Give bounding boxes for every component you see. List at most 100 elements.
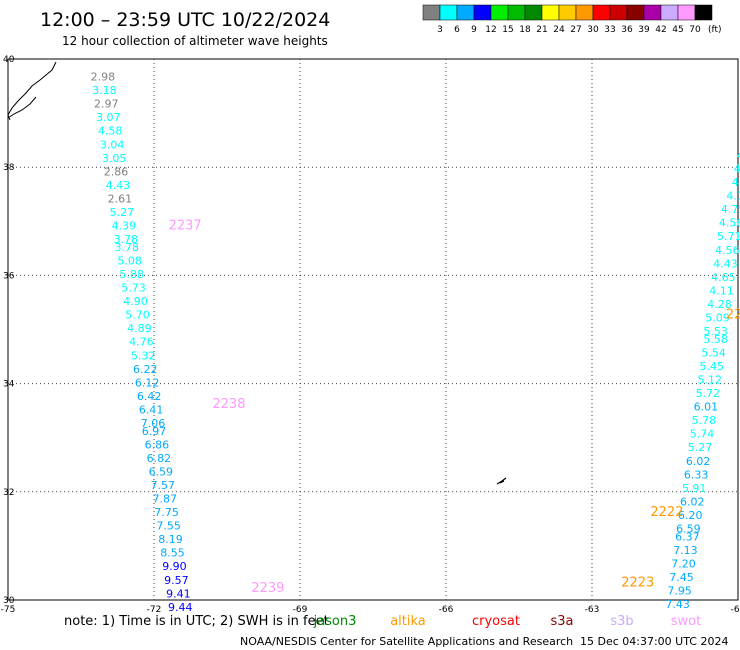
color-swatch <box>456 4 475 21</box>
wave-height-point: 6.20 <box>678 509 703 522</box>
pass-number-label: 2222 <box>650 505 683 520</box>
satellite-legend: jason3 altika cryosat s3a s3b swot <box>313 614 702 629</box>
wave-height-point: 9.90 <box>162 560 187 573</box>
color-swatch <box>694 4 713 21</box>
color-scale-label: 12 <box>485 25 496 35</box>
wave-height-point: 3.04 <box>100 138 125 151</box>
wave-height-point: 5.08 <box>117 255 142 268</box>
wave-height-point: 4.1 <box>726 190 740 203</box>
wave-height-point: 5.73 <box>121 282 146 295</box>
y-tick-label: 40 <box>3 55 15 65</box>
wave-height-point: 6.37 <box>675 530 700 543</box>
wave-height-point: 6.22 <box>133 363 158 376</box>
wave-height-point: 4.43 <box>106 179 131 192</box>
wave-height-point: 5.54 <box>701 347 726 360</box>
color-scale-label: 6 <box>454 25 460 35</box>
wave-height-point: 5.74 <box>690 428 715 441</box>
wave-height-point: 3.07 <box>96 111 121 124</box>
wave-height-point: 4.65 <box>711 271 736 284</box>
wave-height-point: 5.58 <box>703 333 728 346</box>
color-swatch <box>422 4 441 21</box>
wave-height-point: 5.72 <box>696 387 721 400</box>
wave-height-point: 4.90 <box>123 295 148 308</box>
wave-height-point: 5.45 <box>699 360 724 373</box>
wave-height-point: 5.53 <box>703 325 728 338</box>
color-scale-label: 70 <box>689 25 701 35</box>
wave-height-point: 4.11 <box>709 284 734 297</box>
color-swatch <box>626 4 645 21</box>
wave-height-point: 8.19 <box>158 533 183 546</box>
wave-height-point: 5.88 <box>119 268 144 281</box>
footer-timestamp: 15 Dec 04:37:00 UTC 2024 <box>580 635 728 648</box>
footer-note: note: 1) Time is in UTC; 2) SWH is in fe… <box>64 614 329 629</box>
y-tick-label: 34 <box>3 380 15 390</box>
island-shape <box>496 477 507 485</box>
wave-height-point: 5.78 <box>692 414 717 427</box>
color-scale-label: 36 <box>621 25 633 35</box>
pass-labels: 2237 2238 2239 2222 2223 22 <box>169 218 740 595</box>
wave-height-point: 4.39 <box>112 219 137 232</box>
wave-height-point: 9.41 <box>166 587 191 600</box>
x-tick-label: -66 <box>439 605 454 615</box>
wave-height-point: 2.61 <box>108 192 133 205</box>
wave-height-point: 7.43 <box>665 598 690 611</box>
wave-height-point: 2.98 <box>91 71 116 84</box>
y-tick-label: 32 <box>3 488 14 498</box>
wave-height-point: 6.42 <box>137 390 162 403</box>
color-scale: 3 6 9 12 15 18 21 24 27 30 33 36 39 42 45 70 (ft) <box>422 4 722 35</box>
wave-height-point: 6.02 <box>680 495 705 508</box>
color-swatch <box>490 4 509 21</box>
x-tick-label: -72 <box>147 605 162 615</box>
legend-s3a: s3a <box>550 614 573 629</box>
wave-height-point: 4.56 <box>715 244 740 257</box>
color-swatch <box>575 4 594 21</box>
wave-height-point: 6.59 <box>676 522 701 535</box>
color-scale-label: 21 <box>536 25 547 35</box>
x-tick-label: -75 <box>1 605 16 615</box>
wave-height-point: 3.18 <box>92 84 117 97</box>
color-swatch <box>524 4 543 21</box>
color-swatch <box>507 4 526 21</box>
wave-height-point: 7.13 <box>673 544 698 557</box>
color-swatch <box>677 4 696 21</box>
color-swatch <box>439 4 458 21</box>
wave-height-point: 3.78 <box>114 241 139 254</box>
wave-height-point: 6.59 <box>149 466 174 479</box>
wave-height-point: 9.44 <box>168 601 193 614</box>
wave-height-point: 6.12 <box>135 376 160 389</box>
wave-height-point: 5.09 <box>705 311 730 324</box>
legend-cryosat: cryosat <box>472 614 520 629</box>
color-scale-label: 30 <box>587 25 599 35</box>
color-scale-label: 27 <box>570 25 581 35</box>
color-swatch <box>643 4 662 21</box>
color-scale-label: 45 <box>672 25 683 35</box>
pass-number-label: 2238 <box>212 397 245 412</box>
color-swatch <box>660 4 679 21</box>
wave-height-point: 4 <box>737 149 740 162</box>
color-scale-label: 39 <box>638 25 650 35</box>
wave-height-point: 3.05 <box>102 152 127 165</box>
wave-height-point: 7.57 <box>151 479 176 492</box>
wave-height-point: 7.20 <box>671 558 696 571</box>
chart-subtitle: 12 hour collection of altimeter wave hei… <box>62 34 328 48</box>
wave-height-point: 5.91 <box>682 482 707 495</box>
wave-height-point: 4. <box>732 176 740 189</box>
wave-height-point: 6.86 <box>145 439 170 452</box>
color-scale-label: 15 <box>502 25 513 35</box>
color-scale-label: 24 <box>553 25 565 35</box>
color-scale-label: 18 <box>519 25 531 35</box>
wave-height-point: 7.87 <box>152 493 177 506</box>
x-tick-label: -60 <box>731 605 740 615</box>
wave-height-point: 8.55 <box>160 547 185 560</box>
y-tick-label: 36 <box>3 271 15 281</box>
wave-height-point: 4. <box>734 163 740 176</box>
color-scale-unit: (ft) <box>708 25 722 35</box>
y-tick-label: 38 <box>3 163 15 173</box>
legend-altika: altika <box>390 614 426 629</box>
footer-credit: NOAA/NESDIS Center for Satellite Applica… <box>240 635 573 648</box>
wave-height-point: 5.12 <box>698 374 723 387</box>
x-tick-label: -69 <box>293 605 308 615</box>
color-swatch <box>541 4 560 21</box>
pass-number-label: 2237 <box>169 218 202 233</box>
